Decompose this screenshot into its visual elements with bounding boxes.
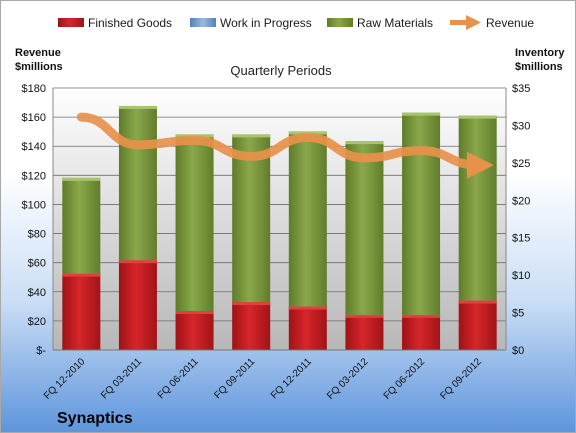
- y-left-title-line2: $millions: [15, 61, 63, 73]
- bar-top-finished-goods: [345, 314, 384, 318]
- y-left-tick-label: $60: [28, 258, 46, 270]
- bar-raw-materials: [288, 131, 327, 307]
- bar-top-raw-materials: [118, 105, 157, 109]
- bar-raw-materials: [402, 112, 441, 315]
- bar-raw-materials: [118, 105, 157, 261]
- bar-finished-goods: [118, 260, 157, 350]
- bar-raw-materials: [62, 177, 101, 274]
- y-left-tick-label: $180: [22, 83, 46, 95]
- x-category-label: FQ 12-2011: [269, 356, 314, 401]
- bar-top-raw-materials: [345, 141, 384, 145]
- bar-finished-goods: [288, 306, 327, 350]
- bar-raw-materials: [175, 134, 214, 312]
- x-category-label: FQ 06-2012: [382, 356, 428, 402]
- legend-swatch-raw-materials: [327, 18, 353, 27]
- y-right-title-line1: Inventory: [515, 47, 565, 59]
- y-left-tick-label: $40: [28, 287, 46, 299]
- x-category-labels: FQ 12-2010 FQ 03-2011 FQ 06-2011 FQ 09-2011…: [42, 356, 484, 402]
- legend-swatch-finished-goods: [58, 18, 84, 27]
- y-right-tick-label: $5: [512, 308, 524, 320]
- y-right-title-line2: $millions: [515, 61, 563, 73]
- bar-top-finished-goods: [175, 311, 214, 315]
- bar-top-raw-materials: [288, 131, 327, 135]
- y-left-tick-label: $140: [22, 141, 46, 153]
- chart-title: Quarterly Periods: [230, 63, 332, 78]
- y-right-tick-label: $0: [512, 345, 524, 357]
- bar-top-raw-materials: [232, 134, 271, 138]
- bar-top-finished-goods: [402, 314, 441, 318]
- bar-raw-materials: [345, 141, 384, 315]
- bar-top-finished-goods: [118, 260, 157, 264]
- company-name: Synaptics: [57, 410, 133, 427]
- bar-top-finished-goods: [232, 302, 271, 306]
- bar-top-finished-goods: [288, 306, 327, 310]
- y-left-tick-label: $80: [28, 229, 46, 241]
- bar-finished-goods: [62, 273, 101, 350]
- x-category-label: FQ 03-2012: [325, 356, 371, 402]
- bars: [62, 105, 497, 350]
- y-right-tick-label: $15: [512, 233, 530, 245]
- bar-finished-goods: [345, 314, 384, 350]
- x-category-label: FQ 06-2011: [156, 356, 201, 401]
- y-right-tick-label: $20: [512, 195, 530, 207]
- y-left-tick-label: $-: [36, 345, 46, 357]
- x-category-label: FQ 09-2011: [212, 356, 257, 401]
- bar-finished-goods: [175, 311, 214, 350]
- legend-label-revenue: Revenue: [486, 16, 534, 30]
- bar-top-raw-materials: [402, 112, 441, 116]
- bar-top-raw-materials: [458, 115, 497, 119]
- bar-top-finished-goods: [458, 300, 497, 304]
- bar-finished-goods: [232, 302, 271, 350]
- y-right-tick-label: $10: [512, 270, 530, 282]
- y-left-ticks: $- $20 $40 $60 $80 $100 $120 $140 $160 $180: [22, 83, 47, 357]
- x-category-label: FQ 09-2012: [438, 356, 484, 402]
- bar-raw-materials: [232, 134, 271, 303]
- revenue-line: [76, 112, 494, 179]
- legend: Finished Goods Work in Progress Raw Mate…: [58, 15, 534, 30]
- y-left-title-line1: Revenue: [15, 47, 61, 59]
- x-category-label: FQ 03-2011: [99, 356, 144, 401]
- revenue-line-group: [76, 112, 494, 179]
- bar-finished-goods: [402, 314, 441, 350]
- y-right-tick-label: $25: [512, 158, 530, 170]
- x-category-label: FQ 12-2010: [42, 356, 88, 402]
- bar-finished-goods: [458, 300, 497, 350]
- legend-swatch-work-in-progress: [190, 18, 216, 27]
- y-right-ticks: $0 $5 $10 $15 $20 $25 $30 $35: [512, 83, 530, 357]
- legend-label-work-in-progress: Work in Progress: [220, 16, 312, 30]
- bar-top-raw-materials: [62, 177, 101, 181]
- y-right-tick-label: $35: [512, 83, 530, 95]
- bar-top-finished-goods: [62, 273, 101, 277]
- y-left-tick-label: $120: [22, 170, 46, 182]
- y-left-tick-label: $20: [28, 316, 46, 328]
- y-right-tick-label: $30: [512, 120, 530, 132]
- legend-label-finished-goods: Finished Goods: [88, 16, 172, 30]
- legend-label-raw-materials: Raw Materials: [357, 16, 433, 30]
- bar-raw-materials: [458, 115, 497, 301]
- y-left-tick-label: $160: [22, 112, 46, 124]
- y-left-tick-label: $100: [22, 199, 46, 211]
